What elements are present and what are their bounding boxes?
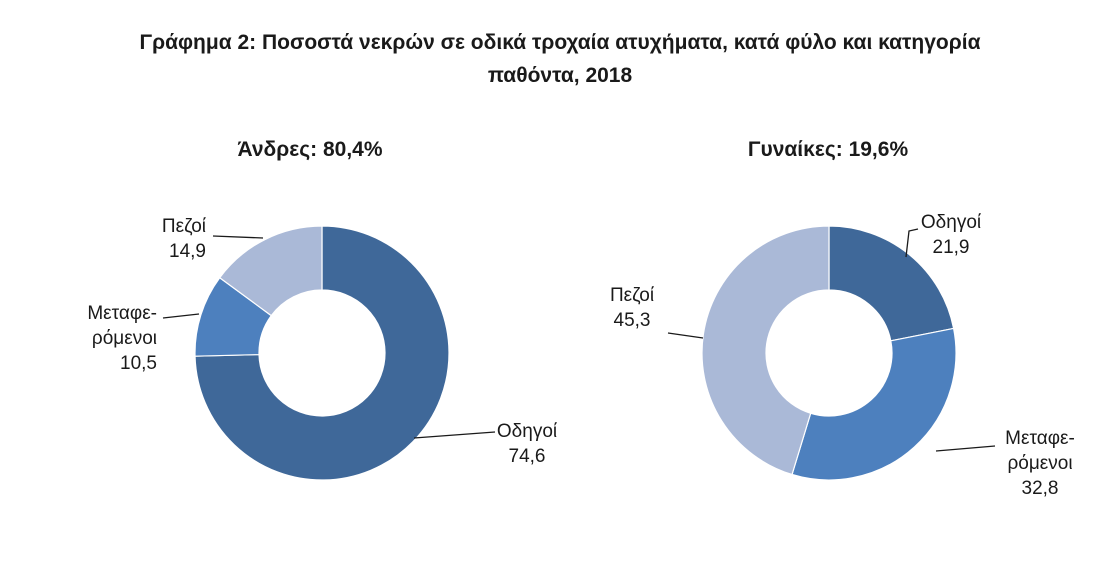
women-donut-chart: Οδηγοί 21,9 Μεταφε-ρόμενοι 32,8 Πεζοί 45,3 xyxy=(610,212,1075,499)
women-slice-0 xyxy=(828,225,955,342)
men-leader-line-1 xyxy=(162,313,200,319)
men-data-label-2-line-0: Πεζοί xyxy=(162,216,207,237)
women-data-label-2-line-0: Πεζοί xyxy=(610,285,655,306)
women-slice-1 xyxy=(791,327,957,481)
women-data-label-2-line-1: 45,3 xyxy=(614,310,651,331)
women-slice-2 xyxy=(701,225,830,476)
women-data-label-0-line-0: Οδηγοί xyxy=(921,212,982,233)
women-data-label-0-line-1: 21,9 xyxy=(933,237,970,258)
women-data-label-1: Μεταφε-ρόμενοι 32,8 xyxy=(1005,428,1075,499)
men-data-label-1: Μεταφε-ρόμενοι 10,5 xyxy=(87,303,157,374)
men-donut-chart: Οδηγοί 74,6 Μεταφε-ρόμενοι 10,5 Πεζοί 14,9 xyxy=(87,216,558,481)
chart-main-title: Γράφημα 2: Ποσοστά νεκρών σε οδικά τροχα… xyxy=(0,26,1120,92)
women-data-label-1-line-0: Μεταφε- xyxy=(1005,428,1075,449)
men-slice-0 xyxy=(194,225,450,481)
women-leader-line-0 xyxy=(905,228,919,258)
main-title-line-1: Γράφημα 2: Ποσοστά νεκρών σε οδικά τροχα… xyxy=(139,31,981,54)
main-title-line-2: παθόντα, 2018 xyxy=(487,64,633,87)
men-data-label-1-line-2: 10,5 xyxy=(120,353,157,374)
men-chart-title: Άνδρες: 80,4% xyxy=(237,138,383,161)
women-leader-line-2 xyxy=(667,332,704,339)
women-data-label-1-line-1: ρόμενοι xyxy=(1007,453,1072,474)
men-data-label-1-line-0: Μεταφε- xyxy=(87,303,157,324)
men-data-label-1-line-1: ρόμενοι xyxy=(92,328,157,349)
women-data-label-0: Οδηγοί 21,9 xyxy=(921,212,982,258)
women-data-label-1-line-2: 32,8 xyxy=(1022,478,1059,499)
women-chart-title: Γυναίκες: 19,6% xyxy=(747,138,909,161)
men-leader-line-0 xyxy=(413,431,496,439)
women-data-label-2: Πεζοί 45,3 xyxy=(610,285,655,331)
men-data-label-0-line-1: 74,6 xyxy=(509,446,546,467)
men-slice-2 xyxy=(218,225,323,317)
men-leader-line-2 xyxy=(212,235,264,239)
men-data-label-2: Πεζοί 14,9 xyxy=(162,216,207,262)
men-data-label-2-line-1: 14,9 xyxy=(169,241,206,262)
men-data-label-0-line-0: Οδηγοί xyxy=(497,421,558,442)
men-data-label-0: Οδηγοί 74,6 xyxy=(497,421,558,467)
women-leader-line-1 xyxy=(935,445,996,452)
